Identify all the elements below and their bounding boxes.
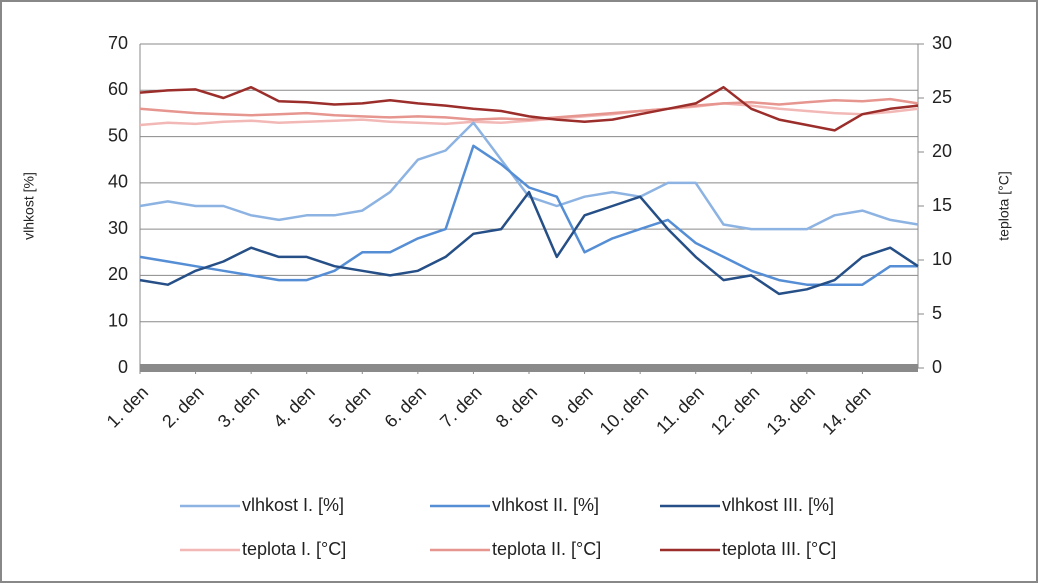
y2-axis-label: teplota [°C] — [996, 171, 1012, 240]
y-tick-label: 30 — [108, 218, 128, 238]
legend-label: vlhkost II. [%] — [492, 495, 599, 515]
series-line — [139, 97, 919, 121]
y-axis-label: vlhkost [%] — [21, 172, 37, 240]
y2-tick-label: 15 — [932, 195, 952, 215]
series-line — [139, 121, 919, 231]
y-tick-label: 10 — [108, 310, 128, 330]
y2-tick-label: 0 — [932, 357, 942, 377]
y-tick-label: 70 — [108, 33, 128, 53]
series-line — [139, 190, 919, 296]
y2-tick-label: 10 — [932, 249, 952, 269]
y-tick-label: 60 — [108, 79, 128, 99]
y2-tick-label: 25 — [932, 87, 952, 107]
y2-tick-label: 30 — [932, 33, 952, 53]
y-tick-label: 40 — [108, 172, 128, 192]
y-tick-label: 0 — [118, 357, 128, 377]
series-line — [139, 85, 919, 132]
y-tick-label: 50 — [108, 125, 128, 145]
legend-label: vlhkost III. [%] — [722, 495, 834, 515]
series-line — [139, 144, 918, 286]
legend-label: teplota II. [°C] — [492, 539, 601, 559]
y2-tick-label: 5 — [932, 303, 942, 323]
legend-label: vlhkost I. [%] — [242, 495, 344, 515]
y-tick-label: 20 — [108, 264, 128, 284]
legend-label: teplota III. [°C] — [722, 539, 836, 559]
legend-label: teplota I. [°C] — [242, 539, 346, 559]
y2-tick-label: 20 — [932, 141, 952, 161]
